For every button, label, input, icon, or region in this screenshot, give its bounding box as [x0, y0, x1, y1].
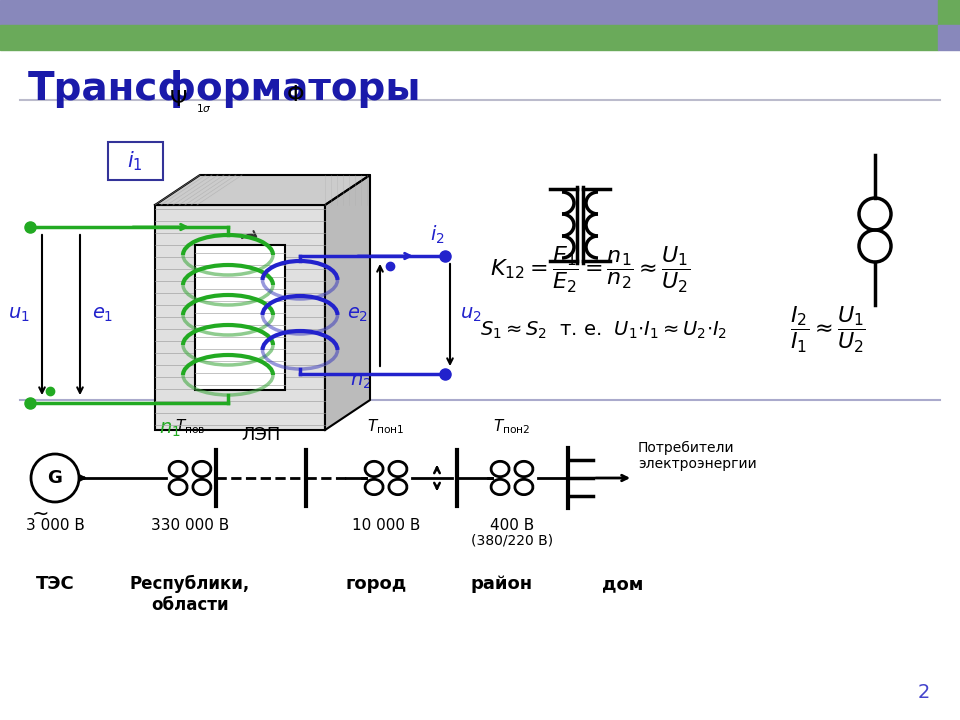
Text: $T_{\rm пов}$: $T_{\rm пов}$: [175, 418, 205, 436]
Text: ЛЭП: ЛЭП: [241, 426, 280, 444]
Bar: [0, 0, 938, 25]
Text: $n_1$: $n_1$: [159, 420, 180, 439]
Text: $\dfrac{I_2}{I_1} \approx \dfrac{U_1}{U_2}$: $\dfrac{I_2}{I_1} \approx \dfrac{U_1}{U_…: [790, 305, 866, 355]
Bar: [195, 245, 285, 390]
Text: $S_1 \approx S_2$  т. е.  $U_1{\cdot}I_1 \approx U_2{\cdot}I_2$: $S_1 \approx S_2$ т. е. $U_1{\cdot}I_1 \…: [480, 320, 728, 341]
Text: $i_2$: $i_2$: [430, 224, 444, 246]
Circle shape: [31, 454, 79, 502]
Text: ТЭС: ТЭС: [36, 575, 74, 593]
Text: город: город: [346, 575, 407, 593]
Text: 10 000 В: 10 000 В: [351, 518, 420, 533]
Bar: [938, 25, 960, 50]
Text: 2: 2: [918, 683, 930, 702]
Bar: [0, 25, 938, 50]
Text: $n_2$: $n_2$: [350, 372, 372, 391]
Text: дом: дом: [602, 575, 644, 593]
Text: $\Phi$: $\Phi$: [286, 85, 304, 105]
Text: $K_{12} = \dfrac{E_1}{E_2} = \dfrac{n_1}{n_2} \approx \dfrac{U_1}{U_2}$: $K_{12} = \dfrac{E_1}{E_2} = \dfrac{n_1}…: [490, 245, 690, 295]
Text: $u_1$: $u_1$: [9, 305, 30, 325]
Text: $_{1\sigma}$: $_{1\sigma}$: [196, 100, 212, 115]
Text: $u_2$: $u_2$: [460, 305, 482, 325]
Text: $e_1$: $e_1$: [92, 305, 113, 325]
Text: (380/220 В): (380/220 В): [471, 533, 553, 547]
Text: $\Psi$: $\Psi$: [169, 90, 187, 110]
Bar: [108, 142, 163, 180]
Text: 330 000 В: 330 000 В: [151, 518, 229, 533]
Text: 400 В: 400 В: [490, 518, 534, 533]
Text: Потребители
электроэнергии: Потребители электроэнергии: [638, 441, 756, 471]
Text: $e_2$: $e_2$: [347, 305, 368, 325]
Text: G: G: [48, 469, 62, 487]
Text: Трансформаторы: Трансформаторы: [28, 70, 421, 108]
Text: район: район: [471, 575, 533, 593]
Text: 3 000 В: 3 000 В: [26, 518, 84, 533]
Text: $i_1$: $i_1$: [127, 149, 143, 173]
Text: $T_{\rm пон2}$: $T_{\rm пон2}$: [493, 418, 531, 436]
Bar: [155, 205, 325, 430]
Bar: [938, 0, 960, 25]
Text: ~: ~: [32, 504, 49, 524]
Text: $T_{\rm пон1}$: $T_{\rm пон1}$: [368, 418, 405, 436]
Polygon shape: [155, 175, 370, 205]
Text: Республики,
области: Республики, области: [130, 575, 251, 614]
Polygon shape: [325, 175, 370, 430]
